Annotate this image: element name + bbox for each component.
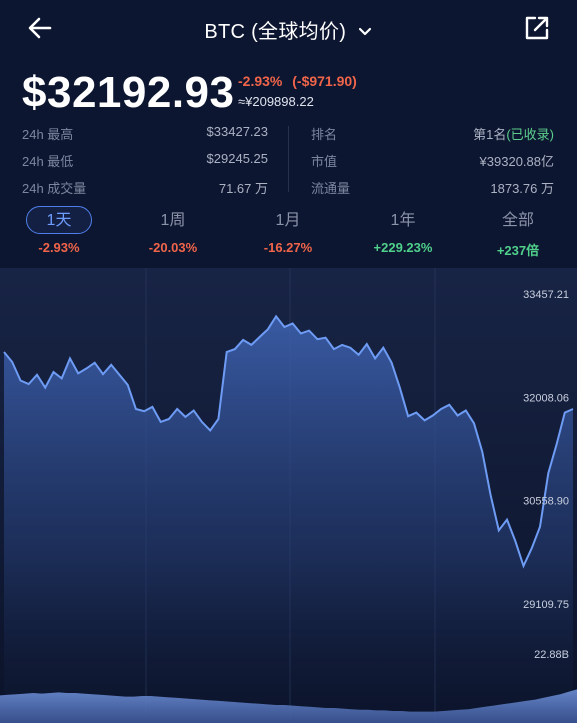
stat-high: 24h 最高 $33427.23 <box>22 124 268 151</box>
chevron-down-icon <box>358 27 371 36</box>
stat-market-cap: 市值 ¥39320.88亿 <box>311 151 554 178</box>
tab-label: 1周 <box>160 212 186 229</box>
stat-value: $33427.23 <box>206 124 268 139</box>
stat-label: 24h 成交量 <box>22 181 87 196</box>
tab-label: 1天 <box>25 206 93 234</box>
price-chart[interactable]: 33457.21 32008.06 30558.90 29109.75 22.88B <box>0 268 577 723</box>
volume-label: 22.88B <box>534 649 569 661</box>
tab-change: -20.03% <box>148 240 198 255</box>
stat-value: ¥39320.88亿 <box>479 154 554 169</box>
stat-label: 24h 最高 <box>22 127 74 142</box>
tab-change: +229.23% <box>373 240 433 255</box>
y-tick-label: 30558.90 <box>523 496 569 508</box>
tab-change: +237倍 <box>496 243 540 258</box>
stat-label: 24h 最低 <box>22 154 74 169</box>
tab-1d[interactable]: 1天 -2.93% <box>14 206 104 255</box>
price-line <box>3 314 574 569</box>
stat-value: 第1名(已收录) <box>473 124 554 151</box>
stat-value: $29245.25 <box>206 151 268 166</box>
tab-1w[interactable]: 1周 -20.03% <box>128 206 218 255</box>
rank-value: 第1名 <box>473 127 507 142</box>
y-tick-label: 32008.06 <box>523 392 569 404</box>
change-amount: (-$971.90) <box>292 73 357 89</box>
external-link-icon[interactable] <box>523 14 551 42</box>
header: BTC (全球均价) <box>0 0 577 58</box>
tab-label: 全部 <box>501 212 534 229</box>
stat-rank: 排名 第1名(已收录) <box>311 124 554 151</box>
volume-area <box>0 689 577 723</box>
tab-change: -16.27% <box>263 240 313 255</box>
stat-value: 71.67 万 <box>218 181 268 196</box>
y-tick-label: 33457.21 <box>523 289 569 301</box>
rank-status: (已收录) <box>506 127 554 142</box>
stat-label: 流通量 <box>311 181 351 196</box>
tab-all[interactable]: 全部 +237倍 <box>473 206 563 259</box>
arrow-left-icon[interactable] <box>26 14 54 42</box>
stat-supply: 流通量 1873.76 万 <box>311 178 554 205</box>
price-area <box>4 316 573 723</box>
y-tick-label: 29109.75 <box>523 599 569 611</box>
stats-left: 24h 最高 $33427.23 24h 最低 $29245.25 24h 成交… <box>22 124 268 205</box>
stat-value: 1873.76 万 <box>490 181 554 196</box>
tab-1m[interactable]: 1月 -16.27% <box>243 206 333 255</box>
current-price: $32192.93 <box>22 68 235 117</box>
stat-low: 24h 最低 $29245.25 <box>22 151 268 178</box>
stats-right: 排名 第1名(已收录) 市值 ¥39320.88亿 流通量 1873.76 万 <box>311 124 554 205</box>
tab-label: 1月 <box>275 212 301 229</box>
stats-divider <box>288 126 289 192</box>
stat-label: 市值 <box>311 154 338 169</box>
period-tabs: 1天 -2.93% 1周 -20.03% 1月 -16.27% 1年 +229.… <box>0 206 577 264</box>
coin-selector[interactable]: BTC (全球均价) <box>0 15 577 44</box>
tab-label: 1年 <box>390 212 416 229</box>
stat-volume: 24h 成交量 71.67 万 <box>22 178 268 205</box>
y-axis-ticks: 33457.21 32008.06 30558.90 29109.75 <box>523 289 569 611</box>
page-title: BTC (全球均价) <box>204 21 347 43</box>
price-change: -2.93% (-$971.90) <box>238 73 357 89</box>
stat-label: 排名 <box>311 127 338 142</box>
tab-change: -2.93% <box>38 240 80 255</box>
tab-1y[interactable]: 1年 +229.23% <box>358 206 448 255</box>
change-percent: -2.93% <box>238 73 283 89</box>
price-cny: ≈¥209898.22 <box>238 94 314 109</box>
